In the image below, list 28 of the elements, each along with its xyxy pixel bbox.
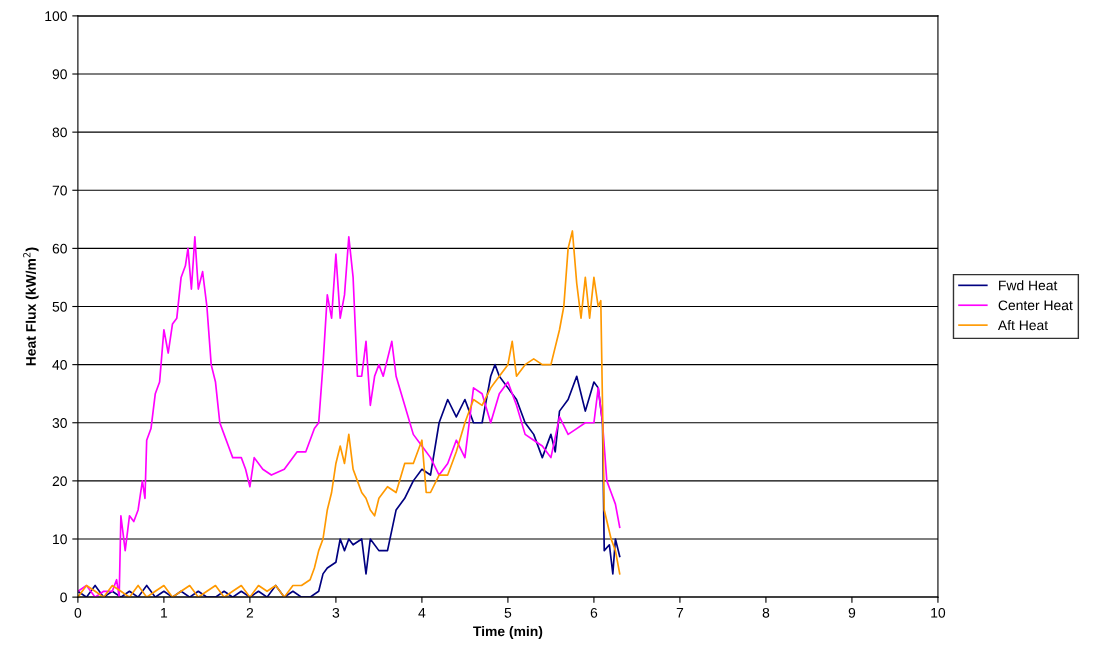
x-tick-label: 10 [931,607,946,618]
x-tick-label: 9 [848,607,856,618]
y-axis-title: Heat Flux (kW/m$^{2}$) [23,247,39,366]
x-tick-label: 7 [676,608,684,618]
x-tick-label: 3 [332,607,340,618]
y-tick-label: 100 [45,11,67,22]
y-tick-label: 30 [52,418,67,428]
y-tick-label: 90 [52,69,67,80]
x-tick-label: 5 [504,608,512,618]
legend-label: Fwd Heat [999,280,1058,291]
y-tick-label: 70 [52,185,67,196]
y-tick-label: 60 [52,243,67,254]
y-tick-label: 10 [53,534,67,545]
x-tick-label: 0 [74,607,82,618]
x-tick-label: 2 [246,607,254,618]
x-tick-label: 8 [762,607,770,618]
x-tick-label: 4 [418,608,426,618]
y-tick-label: 20 [52,476,67,487]
y-tick-label: 0 [60,592,67,603]
x-axis-title: Time (min) [473,626,543,639]
legend-label: Center Heat [998,300,1073,311]
x-tick-label: 6 [590,607,598,618]
y-tick-label: 40 [52,359,67,370]
x-tick-label: 1 [161,608,168,618]
line-series [77,363,621,598]
y-tick-label: 80 [52,127,67,138]
legend-label: Aft Heat [997,319,1048,331]
y-tick-label: 50 [52,301,67,312]
